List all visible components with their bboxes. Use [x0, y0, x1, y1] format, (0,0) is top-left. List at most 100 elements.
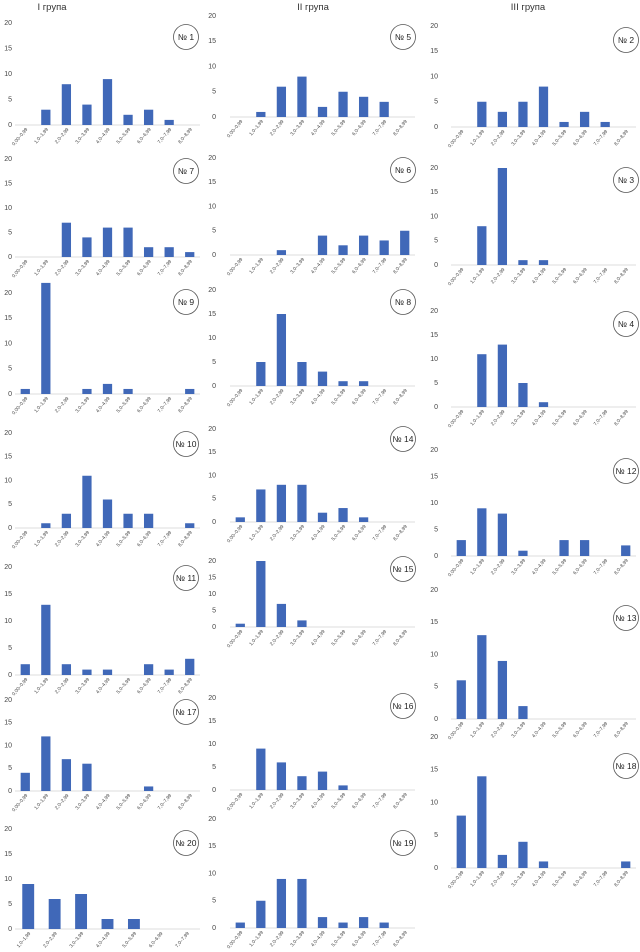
histogram-no-9-bar-4 [82, 388, 92, 394]
histogram-no-8-y-tick-15: 15 [208, 311, 216, 318]
histogram-no-5-badge-circle [390, 24, 416, 50]
histogram-no-11-y-tick-15: 15 [4, 591, 12, 598]
histogram-no-9-x-tick-7: 6,0–6,99 [136, 396, 153, 414]
histogram-no-10-x-tick-5: 4,0–4,99 [95, 530, 112, 548]
histogram-no-2-y-tick-5: 5 [434, 99, 438, 106]
histogram-no-7-x-tick-3: 2,0–2,99 [54, 259, 71, 277]
histogram-no-10-y-tick-5: 5 [8, 501, 12, 508]
histogram-no-15-badge-label: № 15 [393, 564, 414, 574]
histogram-no-4-y-tick-10: 10 [430, 356, 438, 363]
histogram-no-3-bar-4 [518, 260, 528, 265]
histogram-no-16-x-tick-4: 3,0–3,99 [289, 792, 306, 810]
histogram-no-10-y-tick-0: 0 [8, 525, 12, 532]
histogram-no-17: 0 5 10 15 20 0,00–0,99 1,0–1,99 2,0–2,99 3,0–3,9… [4, 697, 200, 813]
histogram-no-14-x-tick-5: 4,0–4,99 [310, 524, 327, 542]
histogram-no-16-bar-2 [256, 748, 266, 790]
histogram-no-18-badge-label: № 18 [616, 761, 637, 771]
histogram-no-12-y-tick-10: 10 [430, 500, 438, 507]
histogram-no-3-x-tick-2: 1,0–1,99 [469, 267, 486, 285]
histogram-no-5-x-tick-4: 3,0–3,99 [289, 119, 306, 137]
histogram-no-11-x-tick-4: 3,0–3,99 [74, 677, 91, 695]
histogram-no-5-bar-8 [379, 101, 389, 117]
histogram-no-13-bar-1 [456, 680, 466, 719]
histogram-no-8-x-tick-5: 4,0–4,99 [310, 388, 327, 406]
histogram-no-2-bar-2 [477, 101, 487, 127]
histogram-no-4-x-tick-4: 3,0–3,99 [510, 409, 527, 427]
histogram-no-11-bar-9 [185, 658, 195, 675]
histogram-no-16-badge-circle [390, 693, 416, 719]
histogram-no-16-x-tick-3: 2,0–2,99 [269, 792, 286, 810]
histogram-no-6-x-tick-9: 8,0–8,99 [392, 257, 409, 275]
histogram-no-17-y-tick-0: 0 [8, 788, 12, 795]
histogram-no-10-y-tick-15: 15 [4, 454, 12, 461]
histogram-no-7-x-tick-2: 1,0–1,99 [33, 259, 50, 277]
histogram-no-9-x-tick-4: 3,0–3,99 [74, 396, 91, 414]
histogram-no-5-x-tick-6: 5,0–5,99 [330, 119, 347, 137]
histogram-no-5-bar-5 [317, 106, 328, 117]
histogram-no-19-badge-label: № 19 [393, 838, 414, 848]
histogram-no-18-bar-2 [477, 776, 487, 868]
histogram-no-14-bar-3 [276, 484, 287, 522]
histogram-no-12-x-tick-3: 2,0–2,99 [490, 558, 507, 576]
histogram-no-14-x-tick-9: 8,0–8,99 [392, 524, 409, 542]
histogram-no-15-x-tick-1: 0,00–0,99 [226, 629, 245, 649]
histogram-no-9: 0 5 10 15 20 0,00–0,99 1,0–1,99 2,0–2,99 3,0–3,9… [4, 282, 200, 416]
histogram-no-14-y-tick-10: 10 [208, 472, 216, 479]
histogram-no-13-x-tick-6: 5,0–5,99 [551, 721, 568, 739]
histogram-no-20-x-tick-7: 7,0–7,99 [174, 931, 191, 949]
histogram-no-4-y-tick-5: 5 [434, 380, 438, 387]
histogram-no-2: 0 5 10 15 20 0,00–0,99 1,0–1,99 2,0–2,99 3,0–3,9… [430, 23, 639, 149]
histogram-no-17-x-tick-9: 8,0–8,99 [177, 793, 194, 811]
histogram-no-2-y-tick-20: 20 [430, 23, 438, 30]
histogram-no-13-bar-3 [497, 660, 508, 719]
histogram-no-19-y-tick-5: 5 [212, 898, 216, 905]
histogram-no-8-y-tick-10: 10 [208, 335, 216, 342]
histogram-no-11-bar-7 [143, 664, 154, 675]
histogram-no-8-badge-circle [390, 289, 416, 315]
histogram-no-20-bar-3 [75, 894, 88, 929]
histogram-no-13-x-tick-3: 2,0–2,99 [490, 721, 507, 739]
histogram-no-20-x-tick-1: 1,0–1,99 [16, 931, 33, 949]
histogram-no-8-bar-6 [338, 381, 348, 386]
histogram-no-14-bar-5 [317, 512, 328, 522]
histogram-no-2-bar-6 [559, 121, 569, 127]
histogram-no-11-x-tick-7: 6,0–6,99 [136, 677, 153, 695]
histogram-no-2-x-tick-6: 5,0–5,99 [551, 129, 568, 147]
histogram-no-17-x-tick-3: 2,0–2,99 [54, 793, 71, 811]
histogram-no-9-bar-9 [185, 388, 195, 394]
histogram-no-17-y-tick-20: 20 [4, 697, 12, 704]
histogram-no-17-y-tick-10: 10 [4, 742, 12, 749]
histogram-no-2-bar-8 [600, 121, 610, 127]
histogram-no-10-x-tick-4: 3,0–3,99 [74, 530, 91, 548]
histogram-no-17-bar-2 [41, 736, 51, 791]
histogram-no-1-x-tick-7: 6,0–6,99 [136, 127, 153, 145]
histogram-no-9-badge-label: № 9 [178, 297, 194, 307]
histogram-no-5-y-tick-5: 5 [212, 89, 216, 96]
histogram-no-1-bar-3 [61, 84, 72, 125]
histogram-no-10-badge-circle [173, 431, 199, 457]
histogram-no-13-x-tick-4: 3,0–3,99 [510, 721, 527, 739]
histogram-no-1-badge-circle [173, 24, 199, 50]
histogram-no-18-bar-5 [538, 861, 549, 868]
histogram-no-17-x-tick-7: 6,0–6,99 [136, 793, 153, 811]
histogram-no-2-x-tick-1: 0,00–0,99 [447, 129, 466, 149]
histogram-no-19-y-tick-0: 0 [212, 925, 216, 932]
histogram-no-10-bar-6 [123, 513, 133, 528]
histogram-no-1-bar-2 [41, 109, 51, 125]
histogram-no-16: 0 5 10 15 20 0,00–0,99 1,0–1,99 2,0–2,99 3,0–3,9… [208, 693, 416, 812]
histogram-no-2-x-tick-5: 4,0–4,99 [531, 129, 548, 147]
histogram-no-19-bar-3 [276, 878, 287, 928]
histogram-no-10-x-tick-2: 1,0–1,99 [33, 530, 50, 548]
histogram-no-5-y-tick-15: 15 [208, 38, 216, 45]
histogram-no-8-bar-2 [256, 362, 266, 386]
histogram-no-16-x-tick-8: 7,0–7,99 [372, 792, 389, 810]
histogram-no-12-y-tick-5: 5 [434, 526, 438, 533]
histogram-no-6: 0 5 10 15 20 0,00–0,99 1,0–1,99 2,0–2,99 3,0–3,9… [208, 155, 416, 277]
histogram-no-19-x-tick-8: 7,0–7,99 [372, 930, 389, 948]
group-header-3: III група [511, 2, 546, 13]
histogram-no-18-bar-1 [456, 815, 466, 868]
histogram-no-8-y-tick-0: 0 [212, 383, 216, 390]
histogram-no-19-bar-6 [338, 922, 348, 928]
histogram-no-3-x-tick-6: 5,0–5,99 [551, 267, 568, 285]
histogram-no-11-bar-3 [61, 664, 72, 675]
